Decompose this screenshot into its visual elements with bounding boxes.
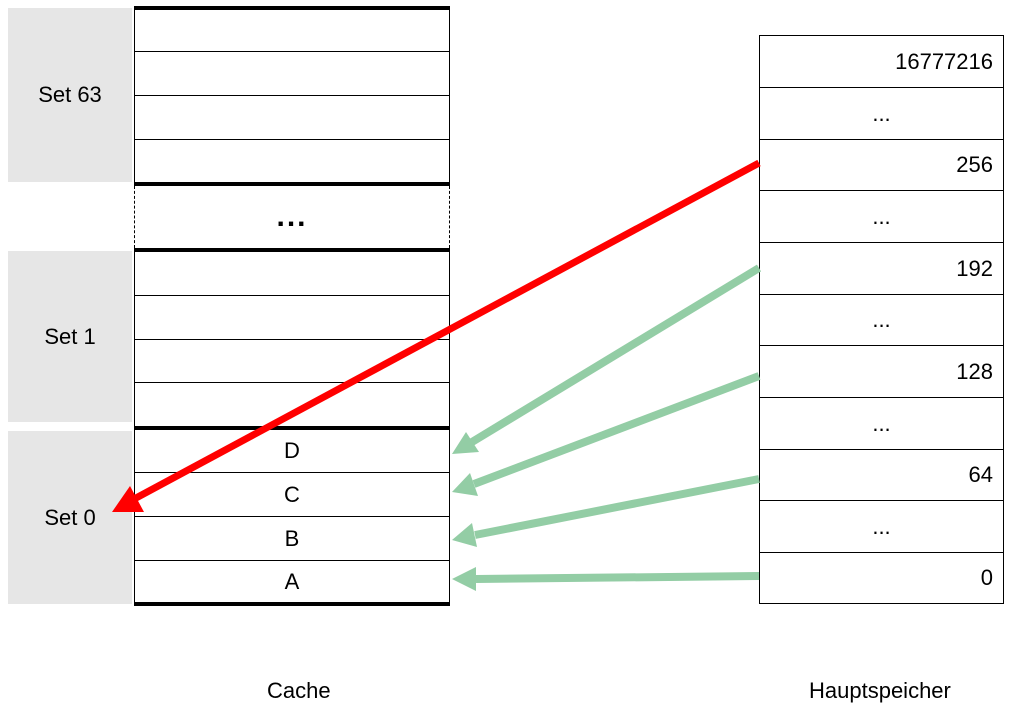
invalid-mapping-arrow	[112, 159, 761, 512]
arrow-0-to-a	[475, 572, 760, 583]
memory-cell-text: 0	[980, 565, 993, 590]
arrow-192-to-d	[469, 264, 762, 446]
cache-line-b-text: B	[284, 525, 300, 551]
cache-line-c-text: C	[284, 481, 300, 507]
memory-cell-text: ...	[872, 513, 891, 539]
memory-cell-text: 256	[956, 152, 993, 177]
cache-caption: Cache	[267, 678, 331, 703]
memory-cell: 192	[760, 243, 1003, 295]
memory-cell-text: 64	[968, 462, 993, 487]
memory-cell: 128	[760, 346, 1003, 398]
memory-cell-text: 192	[956, 255, 993, 281]
memory-cell-text: ...	[872, 307, 891, 332]
cache-line-b: B	[134, 517, 450, 561]
memory-cell: ...	[760, 191, 1003, 243]
cache-line-a-text: A	[284, 569, 300, 594]
cache-line	[134, 52, 450, 96]
cache-line-a: A	[134, 561, 450, 603]
cache-line	[134, 8, 450, 52]
memory-cell: 64	[760, 450, 1003, 501]
set-0-label: Set 0	[8, 431, 132, 604]
cache-line-d: D	[134, 430, 450, 473]
memory-cell: ...	[760, 88, 1003, 140]
set-0-bottom-border	[134, 602, 450, 606]
memory-cell: 0	[760, 553, 1003, 603]
memory-cell: 16777216	[760, 36, 1003, 88]
memory-cell-text: ...	[872, 100, 891, 126]
memory-cell: ...	[760, 501, 1003, 553]
memory-cell-text: 16777216	[895, 48, 993, 74]
set-1-label: Set 1	[8, 251, 132, 422]
memory-cell: ...	[760, 295, 1003, 346]
memory-caption: Hauptspeicher	[809, 678, 951, 703]
set-1-bottom-border	[134, 426, 450, 430]
set-1-top-border	[134, 248, 450, 252]
arrowhead-d	[452, 432, 479, 454]
cache-line	[134, 96, 450, 140]
cache-line	[134, 252, 450, 296]
cache-ellipsis: ...	[134, 186, 450, 248]
arrow-256-to-set-0	[134, 159, 761, 502]
arrowhead-c	[452, 473, 478, 496]
set-63-top-border	[134, 6, 450, 10]
memory-cell-text: 128	[956, 358, 993, 384]
cache-ellipsis-text: ...	[276, 200, 308, 233]
arrowhead-set-0	[112, 486, 144, 512]
cache-line-d-text: D	[284, 438, 300, 463]
cache-set-63-block	[134, 8, 450, 185]
cache-line	[134, 296, 450, 340]
set-63-bottom-border	[134, 182, 450, 186]
arrow-128-to-c	[472, 372, 761, 488]
cache-line-c: C	[134, 473, 450, 517]
set-0-text: Set 0	[44, 504, 96, 530]
main-memory: 16777216 ... 256 ... 192 ... 128 ... 64 …	[759, 35, 1004, 604]
set-63-label: Set 63	[8, 8, 132, 182]
memory-cell-text: ...	[872, 410, 891, 436]
memory-cell: 256	[760, 140, 1003, 191]
arrowhead-b	[452, 523, 477, 547]
valid-mapping-arrows	[452, 264, 762, 591]
set-1-text: Set 1	[44, 323, 96, 349]
memory-cell-text: ...	[872, 203, 891, 229]
set-63-text: Set 63	[38, 82, 102, 107]
memory-cell: ...	[760, 398, 1003, 450]
arrow-64-to-b	[474, 475, 760, 539]
arrowhead-a	[452, 567, 476, 591]
cache-line	[134, 340, 450, 383]
